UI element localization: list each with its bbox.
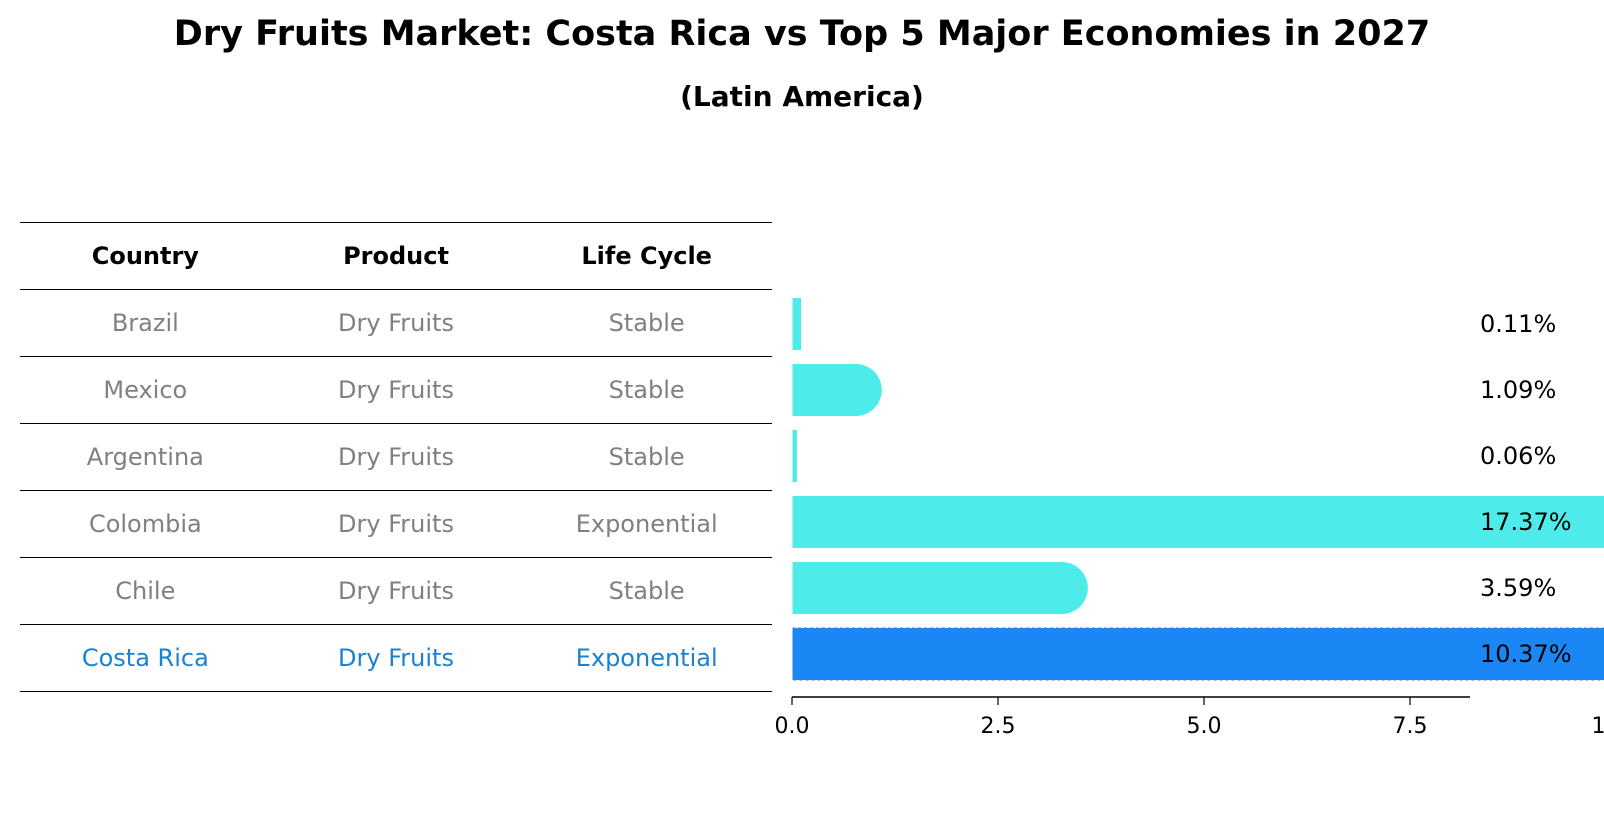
cell-life-cycle: Stable (608, 376, 685, 404)
value-label: 0.06% (1480, 442, 1556, 470)
x-tick-label: 5.0 (1187, 714, 1222, 739)
cell-life-cycle: Exponential (575, 510, 718, 538)
cell-product: Dry Fruits (338, 577, 454, 605)
cell-product: Dry Fruits (338, 443, 454, 471)
x-tick-label: 0.0 (775, 714, 810, 739)
cell-life-cycle: Stable (608, 577, 685, 605)
chart-title: Dry Fruits Market: Costa Rica vs Top 5 M… (173, 14, 1431, 54)
bar-mexico (792, 364, 882, 416)
cell-life-cycle: Exponential (575, 644, 718, 672)
table-header-row: Country Product Life Cycle (20, 222, 772, 289)
cell-product: Dry Fruits (338, 376, 454, 404)
header-country: Country (91, 242, 199, 270)
cell-product: Dry Fruits (338, 309, 454, 337)
data-table: Country Product Life Cycle Brazil Dry Fr… (20, 222, 772, 692)
value-label: 3.59% (1480, 574, 1556, 602)
cell-country: Brazil (111, 309, 179, 337)
table-row: Chile Dry Fruits Stable (20, 557, 772, 624)
cell-country: Argentina (86, 443, 204, 471)
table-row: Colombia Dry Fruits Exponential (20, 490, 772, 557)
x-tick-label: 2.5 (981, 714, 1016, 739)
x-tick-label: 10.0 (1592, 714, 1604, 739)
value-label: 10.37% (1480, 640, 1572, 668)
cell-country: Costa Rica (81, 644, 209, 672)
table-row: Mexico Dry Fruits Stable (20, 356, 772, 423)
bar-chile (792, 562, 1088, 614)
value-label: 0.11% (1480, 310, 1556, 338)
table-row: Argentina Dry Fruits Stable (20, 423, 772, 490)
header-life-cycle: Life Cycle (581, 242, 712, 270)
bar-brazil (792, 298, 802, 350)
cell-life-cycle: Stable (608, 443, 685, 471)
table-row-highlight: Costa Rica Dry Fruits Exponential (20, 624, 772, 692)
bar-colombia (792, 496, 1604, 548)
header-product: Product (343, 242, 449, 270)
x-tick-label: 7.5 (1393, 714, 1428, 739)
table-row: Brazil Dry Fruits Stable (20, 289, 772, 356)
cell-country: Mexico (103, 376, 188, 404)
chart-subtitle: (Latin America) (680, 80, 924, 113)
value-label: 1.09% (1480, 376, 1556, 404)
cell-product: Dry Fruits (338, 644, 454, 672)
cell-country: Chile (115, 577, 176, 605)
cell-life-cycle: Stable (608, 309, 685, 337)
bar-argentina (792, 430, 797, 482)
value-label: 17.37% (1480, 508, 1572, 536)
cell-country: Colombia (88, 510, 202, 538)
bar-costa-rica (791, 627, 1604, 681)
cell-product: Dry Fruits (338, 510, 454, 538)
